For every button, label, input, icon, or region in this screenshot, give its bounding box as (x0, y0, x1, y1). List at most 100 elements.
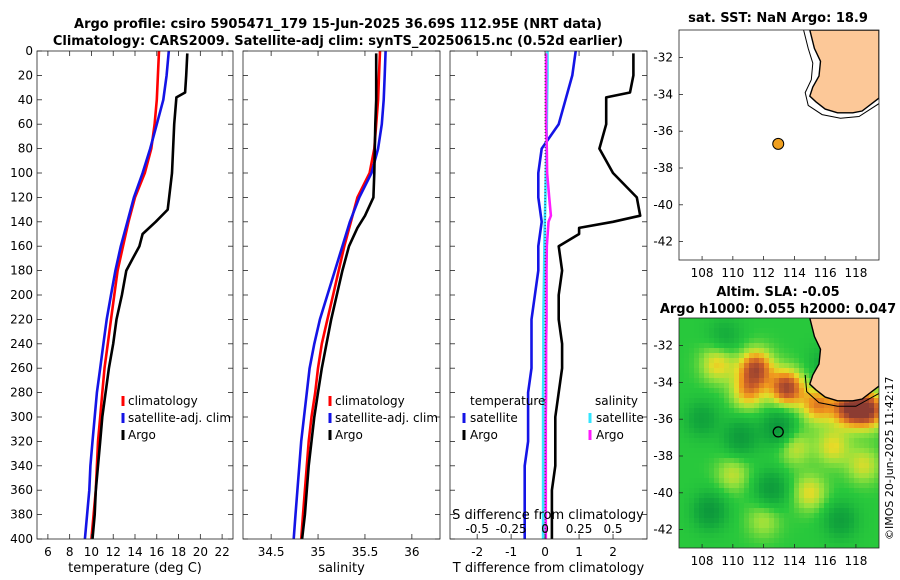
sla-cell (729, 503, 735, 509)
sla-cell (704, 338, 710, 344)
sla-cell (689, 448, 695, 454)
sla-cell (779, 388, 785, 394)
sla-cell (734, 473, 740, 479)
sla-cell (719, 433, 725, 439)
sla-cell (749, 408, 755, 414)
sla-cell (724, 403, 730, 409)
sla-cell (684, 378, 690, 384)
sla-cell (844, 513, 850, 519)
sla-cell (769, 428, 775, 434)
sla-cell (859, 423, 865, 429)
sla-cell (784, 393, 790, 399)
sla-cell (754, 493, 760, 499)
sla-cell (769, 488, 775, 494)
sla-cell (799, 363, 805, 369)
sla-cell (714, 333, 720, 339)
sla-cell (739, 398, 745, 404)
sla-cell (714, 528, 720, 534)
sla-cell (829, 398, 835, 404)
x-axis-label: T difference from climatology (452, 561, 645, 576)
sla-cell (694, 508, 700, 514)
sla-cell (844, 528, 850, 534)
sla-cell (874, 453, 879, 459)
sla-cell (839, 433, 845, 439)
sla-cell (734, 423, 740, 429)
sla-cell (774, 383, 780, 389)
sla-cell (719, 368, 725, 374)
sla-cell (729, 413, 735, 419)
sla-cell (754, 413, 760, 419)
sla-cell (869, 408, 875, 414)
sla-cell (719, 363, 725, 369)
sla-cell (734, 363, 740, 369)
sla-cell (714, 478, 720, 484)
sla-cell (799, 533, 805, 539)
sla-cell (749, 458, 755, 464)
sla-cell (749, 388, 755, 394)
sla-cell (699, 358, 705, 364)
sla-cell (694, 433, 700, 439)
sla-cell (774, 483, 780, 489)
sla-cell (829, 493, 835, 499)
sla-cell (844, 428, 850, 434)
sla-cell (869, 478, 875, 484)
sla-cell (734, 373, 740, 379)
sla-cell (859, 428, 865, 434)
sla-cell (864, 433, 870, 439)
sla-cell (869, 508, 875, 514)
sla-cell (874, 528, 879, 534)
sla-cell (854, 488, 860, 494)
sla-cell (824, 488, 830, 494)
sla-cell (769, 363, 775, 369)
sla-cell (724, 543, 730, 548)
sla-cell (759, 408, 765, 414)
sla-cell (709, 363, 715, 369)
sla-cell (679, 458, 685, 464)
sla-cell (834, 498, 840, 504)
sla-cell (744, 413, 750, 419)
sla-cell (729, 513, 735, 519)
sla-cell (704, 423, 710, 429)
sla-cell (869, 428, 875, 434)
sla-cell (719, 358, 725, 364)
sla-cell (869, 523, 875, 529)
sla-cell (859, 463, 865, 469)
sla-cell (734, 543, 740, 548)
sla-cell (724, 463, 730, 469)
sla-cell (779, 413, 785, 419)
sla-cell (789, 463, 795, 469)
sla-cell (759, 373, 765, 379)
sla-cell (689, 353, 695, 359)
sla-cell (714, 518, 720, 524)
sla-cell (834, 418, 840, 424)
sla-cell (834, 493, 840, 499)
sla-cell (739, 413, 745, 419)
sla-cell (699, 523, 705, 529)
sla-cell (774, 438, 780, 444)
sla-cell (799, 483, 805, 489)
sla-map-panel: 108 110 112 114 116 118-32-34-36-38-40-42 (653, 317, 880, 568)
sla-cell (869, 393, 875, 399)
sla-cell (824, 403, 830, 409)
sla-cell (799, 368, 805, 374)
sla-cell (769, 448, 775, 454)
sla-cell (714, 443, 720, 449)
sla-cell (824, 398, 830, 404)
sla-cell (734, 338, 740, 344)
sla-cell (864, 413, 870, 419)
sla-cell (764, 538, 770, 544)
sla-cell (779, 403, 785, 409)
sla-cell (829, 428, 835, 434)
sla-cell (779, 473, 785, 479)
plot-lines (523, 51, 642, 539)
sla-cell (834, 508, 840, 514)
sla-cell (789, 488, 795, 494)
sla-cell (754, 378, 760, 384)
sla-cell (794, 448, 800, 454)
sla-cell (709, 338, 715, 344)
sla-cell (804, 393, 810, 399)
sla-cell (774, 488, 780, 494)
sla-cell (749, 478, 755, 484)
title-line2: Climatology: CARS2009. Satellite-adj cli… (53, 34, 623, 49)
sla-cell (784, 498, 790, 504)
